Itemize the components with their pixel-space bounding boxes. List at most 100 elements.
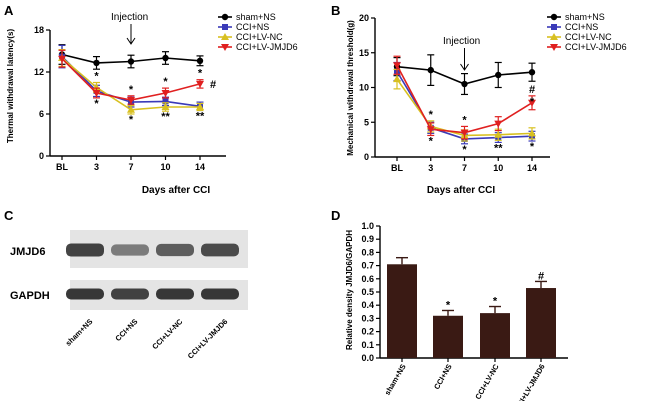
blot-band xyxy=(201,288,239,300)
panel-a-legend-label: CCI+LV-NC xyxy=(236,32,283,42)
panel-b-significance-mark: * xyxy=(530,141,535,153)
panel-d-ytick-label: 0.5 xyxy=(361,287,374,297)
panel-b-xtick-label: 3 xyxy=(428,163,433,173)
panel-b-ytick-label: 10 xyxy=(359,83,369,93)
blot-band xyxy=(156,288,194,300)
panel-b-data-point xyxy=(495,71,502,79)
bar xyxy=(480,313,510,358)
panel-b-data-point xyxy=(427,66,434,74)
bar xyxy=(526,288,556,358)
panel-a-significance-mark: * xyxy=(94,98,99,110)
panel-b-data-point xyxy=(494,120,503,128)
panel-a-injection-arrow-head xyxy=(126,37,136,45)
panel-letter-a: A xyxy=(4,3,14,18)
panel-letter-c: C xyxy=(4,208,14,223)
panel-a-data-point xyxy=(196,103,204,110)
panel-d-ytick-label: 0.3 xyxy=(361,313,374,323)
panel-a-data-point xyxy=(93,59,100,67)
panel-a-legend-label: sham+NS xyxy=(236,12,276,22)
bar-significance-mark: * xyxy=(446,299,451,311)
blot-lane-label: CCI+LV-NC xyxy=(150,317,185,352)
panel-b-significance-mark: # xyxy=(529,84,535,96)
panel-b-chart: Injection Days after CCI Mechanical with… xyxy=(346,12,627,196)
panel-a-significance-mark: * xyxy=(163,76,168,88)
panel-b-xtick-label: 10 xyxy=(493,163,503,173)
panel-a-significance-mark: ** xyxy=(196,111,205,123)
panel-b-legend-marker xyxy=(551,24,557,30)
panel-a-significance-mark: * xyxy=(94,71,99,83)
panel-b-legend-label: sham+NS xyxy=(565,12,605,22)
panel-b-xtick-label: BL xyxy=(391,163,403,173)
panel-b-significance-mark: * xyxy=(530,96,535,108)
panel-a-xtick-label: 10 xyxy=(160,162,170,172)
blot-band xyxy=(66,288,104,300)
panel-b-data-point xyxy=(461,80,468,88)
panel-a-ylabel: Thermal withdrawal latency(s) xyxy=(6,29,15,144)
panel-a-legend-marker xyxy=(221,33,229,40)
western-blot: JMJD6 GAPDH sham+NS CCI+NS CCI+LV-NC CCI+LV… xyxy=(10,230,248,361)
panel-d-ytick-label: 0.8 xyxy=(361,247,374,257)
panel-a-legend-marker xyxy=(221,13,229,21)
panel-a-ytick-label: 12 xyxy=(34,67,44,77)
panel-b-data-point xyxy=(426,126,435,134)
panel-b-data-point xyxy=(393,62,401,70)
panel-b-data-point xyxy=(393,75,401,83)
panel-a-data-point xyxy=(127,58,135,65)
bar xyxy=(433,315,463,358)
panel-d-ytick-label: 0.2 xyxy=(361,327,374,337)
panel-b-significance-mark: * xyxy=(429,109,434,121)
panel-b-injection-label: Injection xyxy=(443,36,480,47)
panel-a-data-point xyxy=(58,55,66,63)
panel-b-ytick-label: 0 xyxy=(364,152,369,162)
bar-significance-mark: * xyxy=(493,296,498,308)
blot-band xyxy=(156,243,194,257)
panel-a-significance-mark: # xyxy=(210,79,216,91)
panel-b-legend-marker xyxy=(550,33,558,40)
panel-a-legend-label: CCI+NS xyxy=(236,22,269,32)
panel-b-legend-marker xyxy=(550,44,558,51)
panel-a-ytick-label: 6 xyxy=(39,109,44,119)
panel-b-data-point xyxy=(460,129,469,137)
panel-d-xtick-label: CCI+LV-JMJD6 xyxy=(513,363,547,402)
blot-lane-label: sham+NS xyxy=(64,317,95,348)
panel-a-data-point xyxy=(127,105,135,113)
panel-a-xlabel: Days after CCI xyxy=(142,185,211,196)
panel-b-significance-mark: ** xyxy=(494,142,503,154)
panel-b-data-point xyxy=(528,69,536,76)
panel-a-data-point xyxy=(162,98,169,105)
panel-b-xlabel: Days after CCI xyxy=(427,185,496,196)
panel-b-data-point xyxy=(528,99,536,107)
panel-b-xtick-label: 14 xyxy=(527,163,537,173)
panel-d-xtick-label: CCI+LV-NC xyxy=(473,362,501,401)
panel-a-ytick-label: 18 xyxy=(34,25,44,35)
panel-b-ylabel: Mechanical withdrawal threshold(g) xyxy=(346,20,355,156)
panel-b-xtick-label: 7 xyxy=(462,163,467,173)
panel-d-xtick-label: CCI+NS xyxy=(432,363,454,392)
panel-b-significance-mark: * xyxy=(462,114,467,126)
panel-a-data-point xyxy=(196,57,204,64)
panel-b-ytick-label: 20 xyxy=(359,13,369,23)
panel-a-data-point xyxy=(161,90,170,97)
panel-a-injection-label: Injection xyxy=(111,12,148,23)
panel-a-xtick-label: 14 xyxy=(195,162,205,172)
panel-b-significance-mark: * xyxy=(429,135,434,147)
panel-a-significance-mark: * xyxy=(129,114,134,126)
blot-band xyxy=(66,243,104,257)
blot-lane-label: CCI+NS xyxy=(113,317,139,343)
panel-b-ytick-label: 5 xyxy=(364,117,369,127)
blot-lane-label: CCI+LV-JMJD6 xyxy=(186,317,230,361)
bar-significance-mark: # xyxy=(538,270,544,282)
panel-letter-b: B xyxy=(331,3,340,18)
panel-b-legend-label: CCI+LV-JMJD6 xyxy=(565,42,627,52)
panel-a-significance-mark: ** xyxy=(161,111,170,123)
blot-band xyxy=(111,288,149,300)
panel-a-legend-label: CCI+LV-JMJD6 xyxy=(236,42,298,52)
panel-b-legend-marker xyxy=(550,13,558,21)
panel-letter-d: D xyxy=(331,208,340,223)
panel-d-ylabel: Relative density JMJD6/GAPDH xyxy=(345,230,354,350)
panel-a-xtick-label: 3 xyxy=(94,162,99,172)
panel-d-ytick-label: 0.7 xyxy=(361,261,374,271)
panel-d-ytick-label: 0.9 xyxy=(361,234,374,244)
